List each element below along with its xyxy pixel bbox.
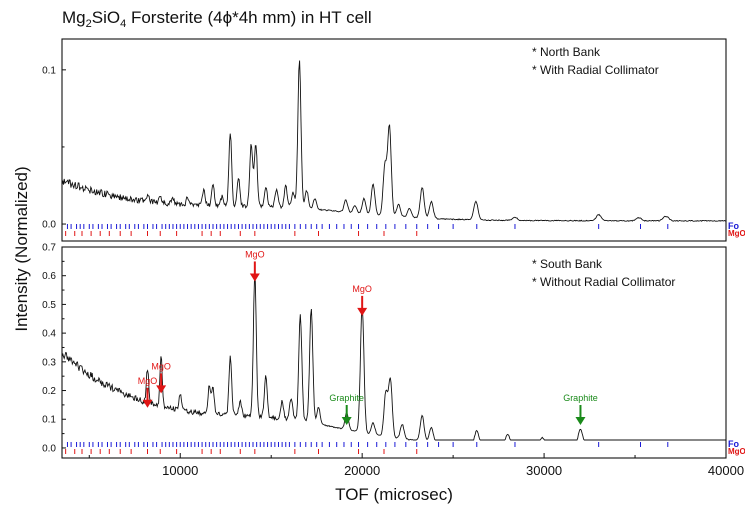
y-tick-label: 0.1 bbox=[42, 415, 56, 426]
graphite-arrow-head bbox=[575, 416, 586, 425]
y-tick-label: 0.0 bbox=[42, 220, 56, 231]
y-tick-label: 0.1 bbox=[42, 65, 56, 76]
graphite-annotation: Graphite bbox=[563, 393, 598, 403]
panel-note: * Without Radial Collimator bbox=[532, 275, 675, 289]
mgo-arrow-head bbox=[249, 273, 260, 282]
mgo-annotation: MgO bbox=[352, 284, 372, 294]
top-panel: 0.0 0.1 * North Bank * With Radial Collimat… bbox=[42, 38, 745, 242]
mgo-annotation: MgO bbox=[151, 361, 171, 371]
x-tick-label: 30000 bbox=[526, 463, 562, 478]
mgo-arrow-head bbox=[142, 399, 153, 408]
x-axis-title: TOF (microsec) bbox=[335, 485, 453, 504]
panel-note: * South Bank bbox=[532, 257, 603, 271]
mgo-annotation: MgO bbox=[138, 376, 158, 386]
x-tick-label: 10000 bbox=[162, 463, 198, 478]
y-tick-label: 0.4 bbox=[42, 329, 56, 340]
panel-note: * With Radial Collimator bbox=[532, 63, 659, 77]
mgo-tick-row-label: MgO bbox=[728, 229, 745, 238]
fo-tick-row-label: Fo bbox=[728, 439, 739, 449]
x-tick-label: 40000 bbox=[708, 463, 744, 478]
intensity-trace bbox=[61, 60, 727, 222]
mgo-arrow-head bbox=[357, 307, 368, 316]
top-panel-frame bbox=[61, 38, 727, 242]
y-tick-label: 0.7 bbox=[42, 243, 56, 254]
graphite-annotation: Graphite bbox=[329, 393, 364, 403]
x-tick-label: 20000 bbox=[344, 463, 380, 478]
mgo-annotation: MgO bbox=[245, 249, 265, 259]
y-tick-label: 0.0 bbox=[42, 443, 56, 454]
chart-title: Mg2SiO4 Forsterite (4ϕ*4h mm) in HT cell bbox=[62, 8, 372, 30]
y-tick-label: 0.2 bbox=[42, 386, 56, 397]
y-tick-label: 0.5 bbox=[42, 300, 56, 311]
mgo-tick-row-label: MgO bbox=[728, 447, 745, 456]
y-tick-label: 0.6 bbox=[42, 271, 56, 282]
y-tick-label: 0.3 bbox=[42, 357, 56, 368]
fo-tick-row-label: Fo bbox=[728, 221, 739, 231]
mgo-arrow-head bbox=[156, 385, 167, 394]
intensity-trace bbox=[61, 274, 726, 441]
bottom-panel: 0.0 0.1 0.2 0.3 0.4 0.5 0.6 0.7 10000 20000 30000 4… bbox=[42, 243, 745, 479]
bottom-panel-frame bbox=[61, 246, 727, 459]
graphite-arrow-head bbox=[341, 416, 352, 425]
panel-note: * North Bank bbox=[532, 45, 601, 59]
y-axis-title: Intensity (Normalized) bbox=[12, 166, 31, 331]
